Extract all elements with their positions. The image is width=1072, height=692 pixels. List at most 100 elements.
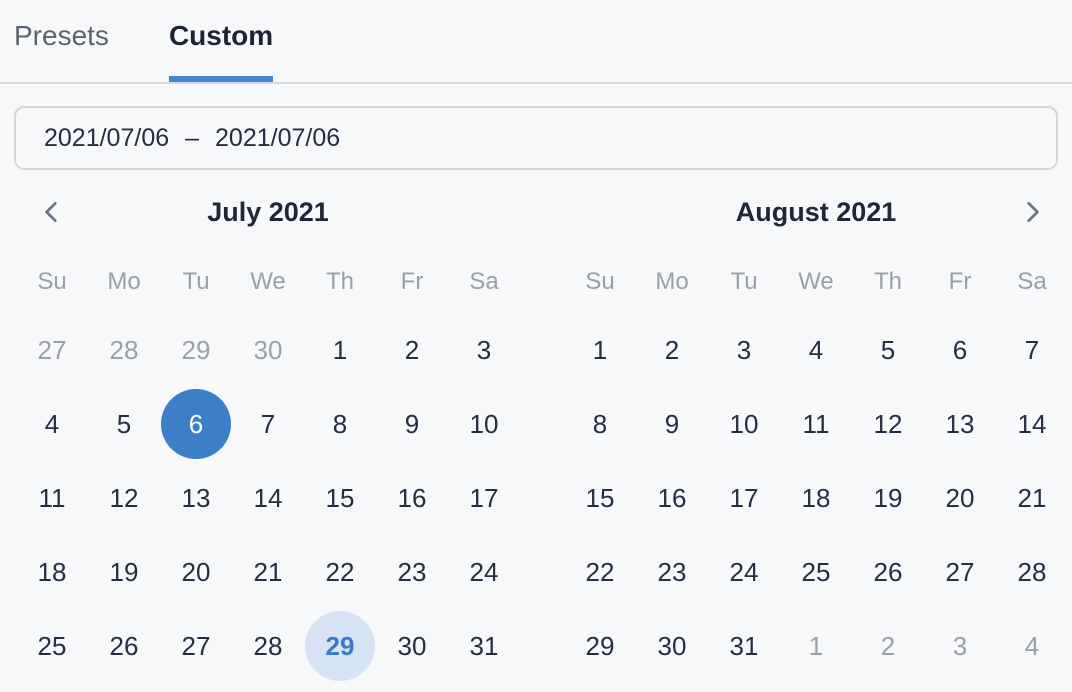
tab-custom[interactable]: Custom (168, 0, 274, 82)
tab-presets-label: Presets (14, 20, 109, 51)
calendar-month-left: July 2021 Su Mo Tu We Th Fr Sa 27 28 29 30 1 2 3 4 5 6 7… (16, 170, 520, 683)
calendar-day[interactable]: 4 (1024, 630, 1040, 661)
calendar-day[interactable]: 26 (873, 556, 903, 587)
calendar-day[interactable]: 28 (1017, 556, 1047, 587)
calendar-day[interactable]: 5 (880, 334, 896, 365)
day-cell: 5 (852, 313, 924, 387)
previous-month-button[interactable] (16, 194, 88, 230)
calendar-day[interactable]: 20 (181, 556, 211, 587)
calendar-day[interactable]: 3 (736, 334, 752, 365)
calendar-day[interactable]: 27 (181, 630, 211, 661)
calendar-day[interactable]: 27 (945, 556, 975, 587)
calendar-day[interactable]: 14 (1017, 408, 1047, 439)
calendar-day[interactable]: 16 (657, 482, 687, 513)
calendar-day[interactable]: 7 (260, 408, 276, 439)
calendar-day[interactable]: 3 (952, 630, 968, 661)
calendar-day[interactable]: 28 (253, 630, 283, 661)
calendar-day[interactable]: 2 (404, 334, 420, 365)
calendar-day[interactable]: 3 (476, 334, 492, 365)
calendar-day[interactable]: 31 (469, 630, 499, 661)
range-end-value: 2021/07/06 (215, 123, 341, 152)
calendar-day[interactable]: 9 (404, 408, 420, 439)
calendar-day[interactable]: 16 (397, 482, 427, 513)
day-cell: 16 (376, 461, 448, 535)
day-cell: 6 (924, 313, 996, 387)
calendar-day[interactable]: 17 (729, 482, 759, 513)
tab-presets[interactable]: Presets (14, 0, 109, 82)
calendar-day[interactable]: 8 (592, 408, 608, 439)
calendar-day[interactable]: 1 (332, 334, 348, 365)
calendar-day[interactable]: 15 (585, 482, 615, 513)
tab-bar: Presets Custom (0, 0, 1072, 84)
date-range-input[interactable]: 2021/07/06 – 2021/07/06 (14, 106, 1058, 170)
calendar-day[interactable]: 20 (945, 482, 975, 513)
calendar-day[interactable]: 24 (729, 556, 759, 587)
calendar-month-right: August 2021 Su Mo Tu We Th Fr Sa 1 2 3 4 5 6 7 8 9 10 11… (564, 170, 1068, 683)
weekday-header-row: Su Mo Tu We Th Fr Sa (16, 258, 520, 306)
calendar-day[interactable]: 11 (802, 408, 830, 439)
calendar-day[interactable]: 1 (592, 334, 608, 365)
calendar-day[interactable]: 12 (873, 408, 903, 439)
calendar-day[interactable]: 11 (38, 482, 66, 513)
weekday-label: We (798, 268, 834, 295)
calendar-day[interactable]: 29 (181, 334, 211, 365)
calendar-day[interactable]: 22 (325, 556, 355, 587)
calendar-day[interactable]: 19 (873, 482, 903, 513)
calendar-day[interactable]: 21 (253, 556, 283, 587)
calendar-day[interactable]: 25 (801, 556, 831, 587)
day-cell: 30 (232, 313, 304, 387)
weekday-label: Sa (469, 268, 499, 295)
calendar-day[interactable]: 31 (729, 630, 759, 661)
calendar-day[interactable]: 4 (44, 408, 60, 439)
calendar-day[interactable]: 5 (116, 408, 132, 439)
calendar-day[interactable]: 6 (952, 334, 968, 365)
day-cell: 6 (160, 387, 232, 461)
calendar-day[interactable]: 18 (37, 556, 67, 587)
calendar-day[interactable]: 14 (253, 482, 283, 513)
day-cell: 14 (996, 387, 1068, 461)
calendar-day[interactable]: 13 (181, 482, 211, 513)
day-cell: 28 (996, 535, 1068, 609)
calendar-day[interactable]: 10 (729, 408, 759, 439)
day-cell: 30 (636, 609, 708, 683)
calendar-day[interactable]: 29 (305, 611, 375, 681)
calendar-day[interactable]: 30 (397, 630, 427, 661)
calendar-day[interactable]: 30 (657, 630, 687, 661)
calendar-day[interactable]: 4 (808, 334, 824, 365)
calendar-day[interactable]: 26 (109, 630, 139, 661)
calendar-day[interactable]: 9 (664, 408, 680, 439)
calendar-day[interactable]: 22 (585, 556, 615, 587)
calendar-day[interactable]: 28 (109, 334, 139, 365)
calendar-day[interactable]: 30 (253, 334, 283, 365)
week-row: 29 30 31 1 2 3 4 (564, 609, 1068, 683)
calendar-day[interactable]: 23 (397, 556, 427, 587)
calendar-day[interactable]: 13 (945, 408, 975, 439)
calendar-day[interactable]: 2 (664, 334, 680, 365)
calendar-day[interactable]: 7 (1024, 334, 1040, 365)
calendar-day[interactable]: 8 (332, 408, 348, 439)
day-cell: 9 (376, 387, 448, 461)
calendar-day[interactable]: 6 (161, 389, 231, 459)
calendar-day[interactable]: 17 (469, 482, 499, 513)
day-cell: 29 (160, 313, 232, 387)
week-row: 11 12 13 14 15 16 17 (16, 461, 520, 535)
next-month-button[interactable] (996, 194, 1068, 230)
calendar-day[interactable]: 21 (1017, 482, 1047, 513)
calendar-day[interactable]: 10 (469, 408, 499, 439)
weekday-label: Mo (655, 268, 689, 295)
calendar-day[interactable]: 27 (37, 334, 67, 365)
day-cell: 11 (16, 461, 88, 535)
calendar-day[interactable]: 1 (808, 630, 824, 661)
calendar-day[interactable]: 23 (657, 556, 687, 587)
day-cell: 24 (708, 535, 780, 609)
day-cell: 10 (708, 387, 780, 461)
calendar-day[interactable]: 25 (37, 630, 67, 661)
calendar-day[interactable]: 15 (325, 482, 355, 513)
calendar-day[interactable]: 18 (801, 482, 831, 513)
calendar-day[interactable]: 19 (109, 556, 139, 587)
calendar-day[interactable]: 12 (109, 482, 139, 513)
calendar-day[interactable]: 24 (469, 556, 499, 587)
calendar-day[interactable]: 2 (880, 630, 896, 661)
calendar-day[interactable]: 29 (585, 630, 615, 661)
day-cell: 17 (708, 461, 780, 535)
